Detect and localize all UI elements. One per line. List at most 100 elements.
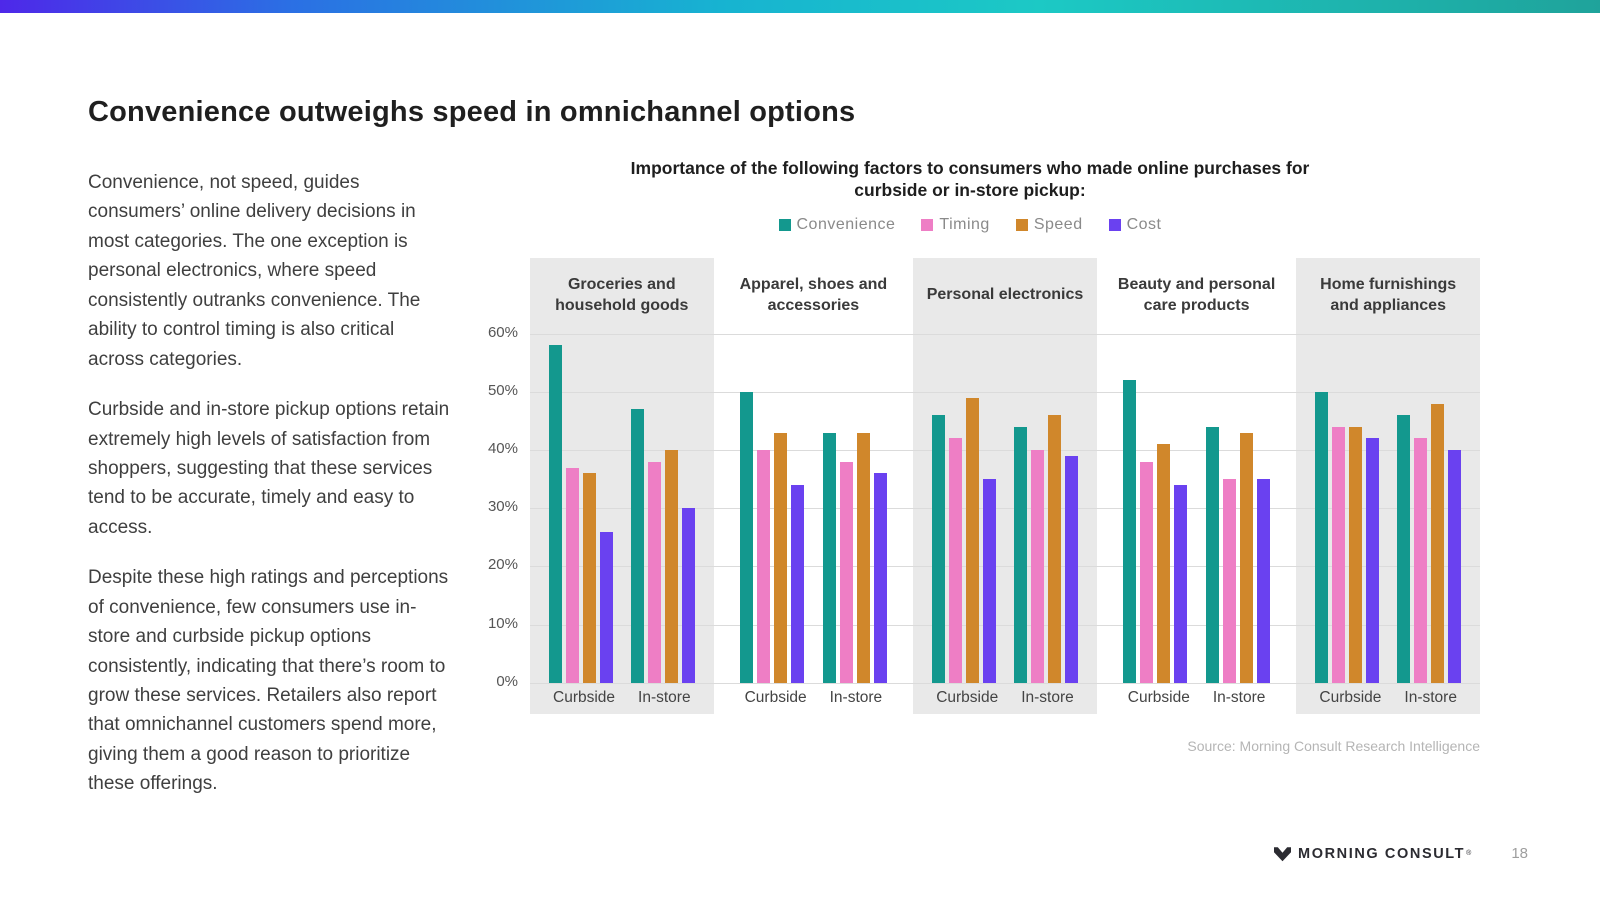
panel-plot [1296, 334, 1480, 683]
gridline-0 [530, 682, 1480, 684]
bar-timing [1222, 479, 1236, 683]
bar-speed [965, 397, 979, 683]
x-labels: Curbside In-store [1296, 683, 1480, 714]
bar-cluster-curbside [1123, 334, 1188, 683]
bar-convenience [822, 432, 836, 683]
gridline-30 [530, 508, 1480, 510]
bar-cost [1448, 450, 1462, 683]
footer: MORNING CONSULT ® 18 [1274, 845, 1528, 862]
bar-cost [982, 479, 996, 683]
bar-speed [582, 473, 596, 683]
body-copy: Convenience, not speed, guides consumers… [88, 168, 450, 820]
bar-cluster-in-store [631, 334, 696, 683]
x-label-curbside: Curbside [553, 689, 616, 707]
page-number: 18 [1511, 845, 1528, 862]
bar-cluster-in-store [822, 334, 887, 683]
category-header: Apparel, shoes and accessories [739, 275, 888, 314]
panel-plot [722, 334, 906, 683]
bar-convenience [548, 345, 562, 683]
y-tick-20: 20% [487, 556, 518, 574]
y-axis: 0% 10% 20% 30% 40% 50% 60% [460, 258, 530, 690]
bar-timing [757, 450, 771, 683]
x-labels: Curbside In-store [1105, 683, 1289, 714]
bar-cost [791, 484, 805, 683]
footer-trademark: ® [1466, 850, 1472, 857]
footer-brand-text: MORNING CONSULT [1298, 845, 1466, 862]
legend-label-speed: Speed [1033, 215, 1083, 233]
bar-cluster-curbside [931, 334, 996, 683]
legend-swatch-convenience [778, 218, 791, 231]
legend-swatch-cost [1108, 218, 1121, 231]
bar-convenience [1314, 391, 1328, 683]
bar-cluster-in-store [1205, 334, 1270, 683]
bar-cost [682, 508, 696, 683]
x-label-curbside: Curbside [936, 689, 999, 707]
category-panel: Groceries and household goods Curbside In-… [530, 257, 714, 714]
panel-plot [913, 334, 1097, 683]
page-title: Convenience outweighs speed in omnichann… [88, 96, 856, 128]
bar-timing [839, 461, 853, 683]
bar-speed [1239, 432, 1253, 683]
legend-label-cost: Cost [1126, 215, 1162, 233]
category-header: Beauty and personal care products [1117, 275, 1276, 314]
legend-swatch-speed [1015, 218, 1028, 231]
bar-speed [856, 432, 870, 683]
bar-cost [1256, 479, 1270, 683]
bar-timing [1414, 438, 1428, 683]
source-note: Source: Morning Consult Research Intelli… [1187, 737, 1480, 754]
bar-timing [1331, 426, 1345, 683]
x-labels: Curbside In-store [722, 683, 906, 714]
y-tick-40: 40% [487, 440, 518, 458]
category-header: Personal electronics [926, 286, 1084, 304]
bar-speed [1157, 444, 1171, 683]
bar-timing [948, 438, 962, 683]
bar-speed [1431, 403, 1445, 683]
bar-cluster-in-store [1014, 334, 1079, 683]
gridline-40 [530, 450, 1480, 452]
bar-convenience [631, 409, 645, 683]
gridline-20 [530, 566, 1480, 568]
x-label-in-store: In-store [1212, 689, 1266, 707]
legend-swatch-timing [921, 218, 934, 231]
y-tick-10: 10% [487, 614, 518, 632]
chart-body: 0% 10% 20% 30% 40% 50% 60% Groceries and house… [460, 257, 1480, 714]
x-labels: Curbside In-store [530, 683, 714, 714]
gridline-50 [530, 391, 1480, 393]
category-panel: Apparel, shoes and accessories Curbside In… [722, 258, 906, 714]
x-label-curbside: Curbside [744, 689, 807, 707]
paragraph-3: Despite these high ratings and perceptio… [88, 567, 449, 795]
bar-convenience [931, 415, 945, 683]
gridline-10 [530, 624, 1480, 626]
bar-cluster-curbside [1314, 334, 1379, 683]
paragraph-1: Convenience, not speed, guides consumers… [88, 172, 421, 370]
chart-panels-row: Groceries and household goods Curbside In-… [530, 257, 1480, 714]
y-tick-0: 0% [496, 672, 518, 690]
category-panel: Home furnishings and appliances Curbside I… [1296, 257, 1480, 714]
bar-convenience [740, 391, 754, 683]
morning-consult-logo: MORNING CONSULT ® [1274, 846, 1471, 862]
accent-gradient-bar [0, 0, 1600, 13]
logo-m-icon [1274, 846, 1292, 861]
bar-convenience [1014, 426, 1028, 683]
bar-cluster-curbside [740, 334, 805, 683]
bar-cost [1174, 484, 1188, 683]
chart-title: Importance of the following factors to c… [630, 158, 1310, 200]
bar-speed [774, 432, 788, 683]
bar-convenience [1205, 426, 1219, 683]
y-tick-30: 30% [487, 498, 518, 516]
bar-timing [565, 467, 579, 683]
bar-cost [873, 473, 887, 683]
legend-label-timing: Timing [939, 215, 990, 233]
y-tick-60: 60% [487, 323, 518, 341]
bar-cost [1365, 438, 1379, 683]
bar-speed [1348, 426, 1362, 683]
category-header: Groceries and household goods [555, 275, 689, 314]
paragraph-2: Curbside and in-store pickup options ret… [88, 399, 450, 538]
x-label-in-store: In-store [829, 689, 883, 707]
bar-convenience [1397, 415, 1411, 683]
bar-speed [1048, 415, 1062, 683]
gridline-60 [530, 333, 1480, 335]
x-label-in-store: In-store [1404, 689, 1457, 707]
legend-item-cost: Cost [1108, 215, 1162, 234]
